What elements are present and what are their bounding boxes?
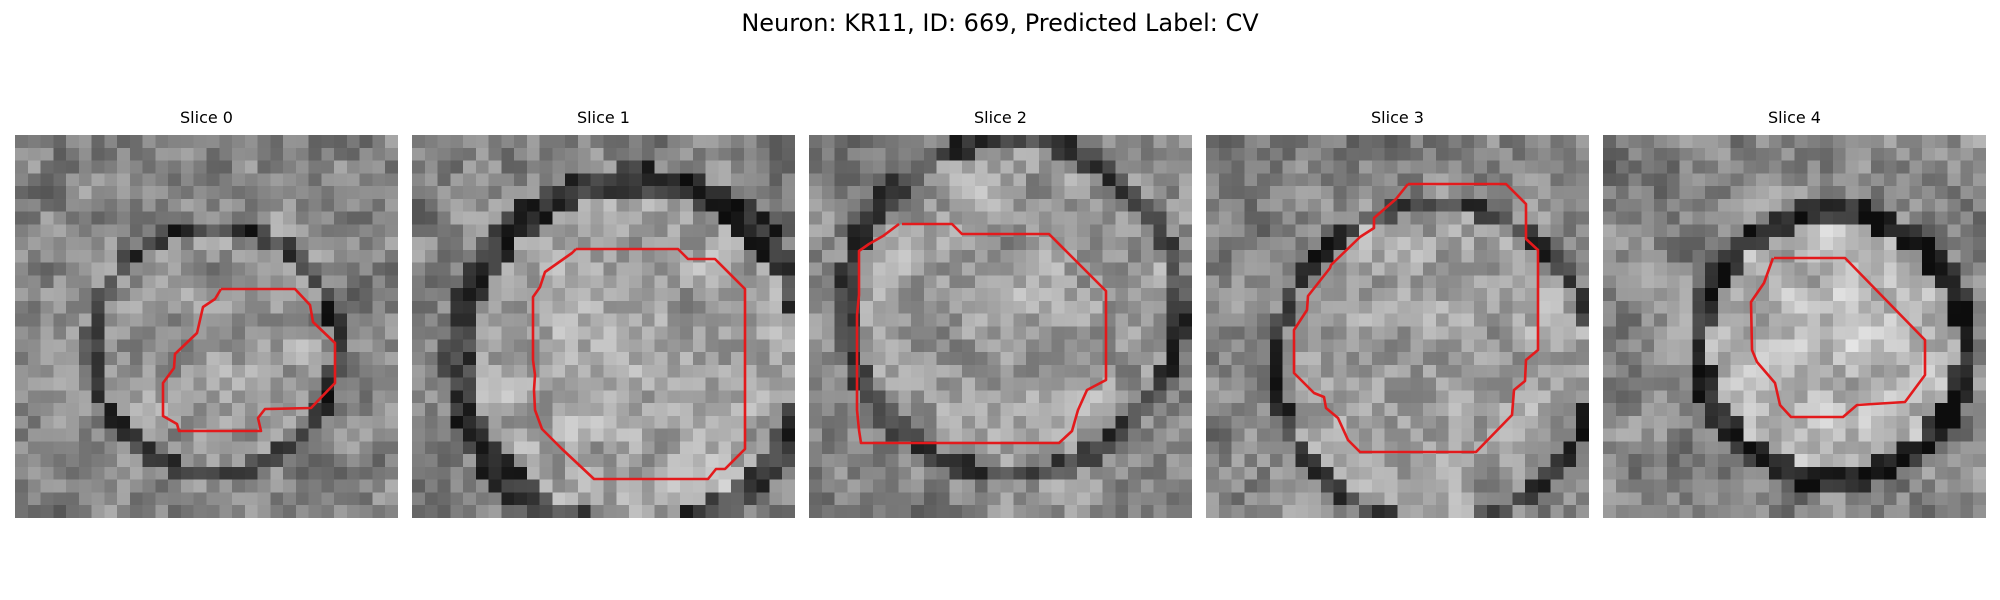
slice-title-1: Slice 1 [577,108,630,127]
figure-title: Neuron: KR11, ID: 669, Predicted Label: … [741,9,1259,37]
slice-panel-1: Slice 1 [412,108,795,518]
roi-contour-1 [531,247,747,481]
slice-title-3: Slice 3 [1371,108,1424,127]
roi-outline-4 [1749,256,1927,419]
slice-title-0: Slice 0 [180,108,233,127]
roi-outline-1 [531,247,747,481]
slice-image-2 [809,135,1192,518]
roi-contour-2 [855,222,1108,445]
roi-contour-4 [1749,256,1927,419]
slice-panel-0: Slice 0 [15,108,398,518]
slice-image-1 [412,135,795,518]
slice-panel-2: Slice 2 [809,108,1192,518]
slice-panel-3: Slice 3 [1206,108,1589,518]
roi-outline-3 [1292,182,1540,454]
slice-panel-4: Slice 4 [1603,108,1986,518]
roi-contour-3 [1292,182,1540,454]
slice-image-4 [1603,135,1986,518]
slice-image-0 [15,135,398,518]
roi-contour-0 [161,287,337,433]
slice-title-4: Slice 4 [1768,108,1821,127]
slice-title-2: Slice 2 [974,108,1027,127]
roi-outline-0 [161,287,337,433]
roi-outline-2 [855,222,1108,445]
